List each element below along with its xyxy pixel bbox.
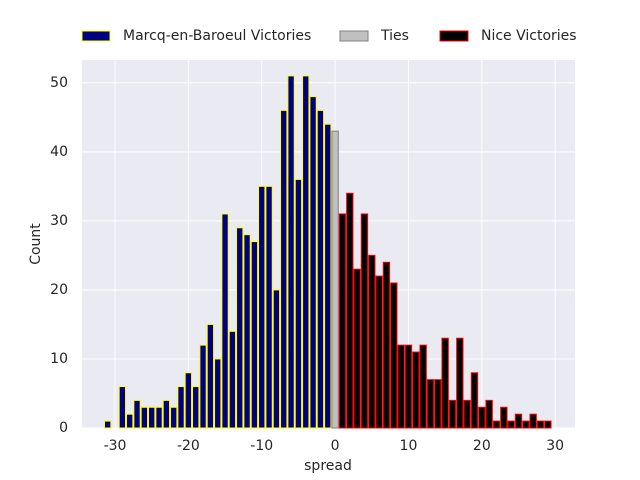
bar <box>346 192 354 429</box>
bar <box>544 420 552 429</box>
bar <box>140 406 149 429</box>
bar <box>177 386 185 429</box>
x-tick-label: -30 <box>104 438 127 454</box>
bar <box>302 75 310 429</box>
legend-label: Marcq-en-Baroeul Victories <box>123 28 311 44</box>
bar <box>133 399 141 429</box>
bar <box>118 386 127 429</box>
bar <box>236 227 244 429</box>
bar <box>162 399 171 429</box>
y-tick-label: 0 <box>59 420 68 436</box>
bar <box>206 323 215 429</box>
x-tick-label: 10 <box>400 438 418 454</box>
x-tick-label: 30 <box>546 438 564 454</box>
bar <box>316 109 325 429</box>
bar <box>441 337 449 429</box>
bar <box>199 344 207 429</box>
bar <box>404 344 413 429</box>
bar <box>104 420 112 429</box>
bar <box>456 337 464 429</box>
legend-label: Ties <box>380 28 409 44</box>
bar <box>514 413 523 429</box>
bar <box>287 75 295 429</box>
bar <box>448 399 457 429</box>
bar <box>390 282 398 429</box>
bar <box>478 406 486 429</box>
legend-swatch <box>439 30 469 42</box>
bar <box>360 213 369 429</box>
y-axis-label: Count <box>28 223 44 265</box>
bar <box>397 344 405 429</box>
bar <box>412 351 420 429</box>
bar <box>536 420 545 429</box>
bar <box>280 109 288 429</box>
y-tick-label: 10 <box>50 351 68 367</box>
legend-label: Nice Victories <box>481 28 577 44</box>
bar <box>331 130 339 429</box>
bar <box>500 406 508 429</box>
bar <box>529 413 537 429</box>
bar <box>492 420 501 429</box>
bar <box>148 406 156 429</box>
bar <box>382 261 391 429</box>
bar <box>221 213 229 429</box>
bar <box>522 420 530 429</box>
bar <box>463 399 471 429</box>
bar <box>426 379 435 429</box>
bar <box>338 213 347 429</box>
bar <box>265 185 273 429</box>
bar <box>272 289 281 429</box>
bar <box>184 372 193 429</box>
legend-swatch <box>81 30 111 42</box>
y-tick-label: 20 <box>50 282 68 298</box>
bar <box>228 330 237 429</box>
bar <box>309 96 317 429</box>
bar <box>324 123 332 429</box>
bar <box>192 386 200 429</box>
bar <box>155 406 163 429</box>
y-tick-label: 40 <box>50 144 68 160</box>
bar <box>434 379 442 429</box>
x-tick-label: 0 <box>331 438 340 454</box>
bar <box>294 178 303 429</box>
bar <box>126 413 134 429</box>
bar <box>258 185 266 429</box>
bar <box>170 406 178 429</box>
bar <box>243 234 251 429</box>
bar <box>507 420 515 429</box>
bar <box>250 241 259 429</box>
x-axis-label: spread <box>304 458 352 474</box>
bar <box>353 268 361 429</box>
x-tick-label: 20 <box>473 438 491 454</box>
bar <box>419 344 427 429</box>
y-tick-label: 50 <box>50 75 68 91</box>
bar <box>375 275 383 429</box>
x-tick-label: -20 <box>177 438 200 454</box>
bar <box>214 358 222 429</box>
y-tick-label: 30 <box>50 213 68 229</box>
legend-swatch <box>339 30 369 42</box>
bar <box>368 254 376 429</box>
bar <box>485 399 493 429</box>
x-tick-label: -10 <box>250 438 273 454</box>
bar <box>470 372 479 429</box>
